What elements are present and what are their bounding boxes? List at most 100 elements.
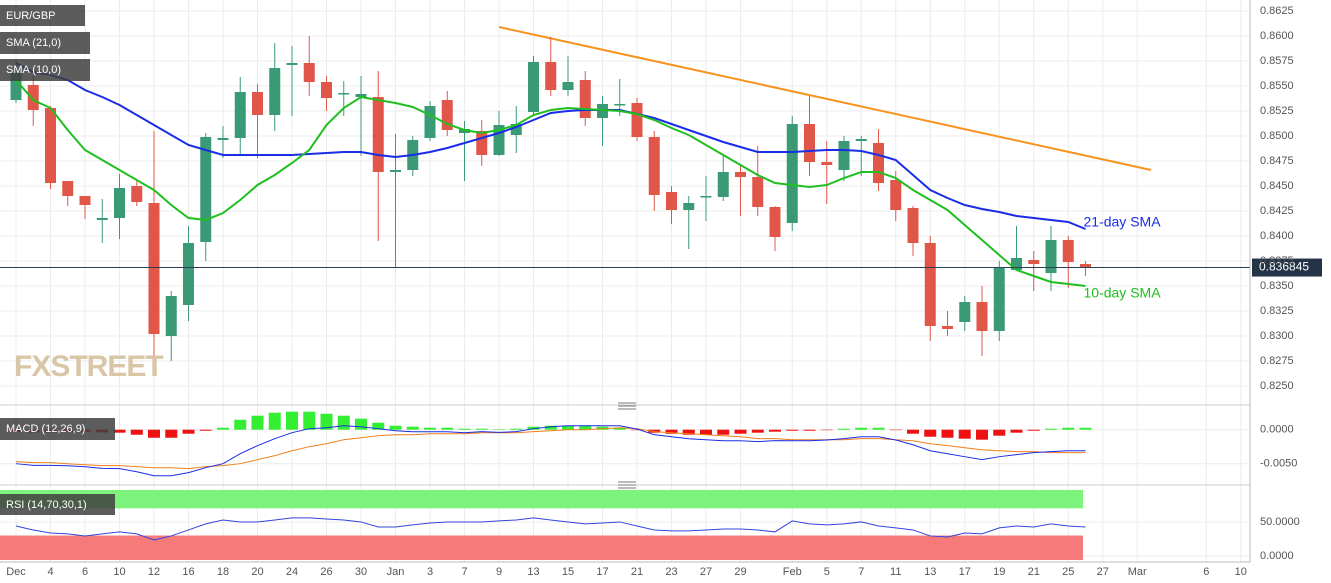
last-price-box [1252,258,1322,277]
y-tick-label: 0.8325 [1260,305,1294,317]
watermark: FXSTREET [14,350,163,383]
candle-body [666,192,677,210]
candle-body [493,125,505,155]
x-tick-label: 25 [1062,566,1074,578]
histogram-bar [907,429,919,434]
histogram-bar [458,428,471,430]
histogram-bar [665,429,678,434]
x-tick-label: 30 [355,566,367,578]
candle-body [96,218,108,220]
candle-body [838,141,850,170]
x-tick-label: 13 [527,566,539,578]
x-tick-label: 27 [700,566,712,578]
candle-body [321,82,332,98]
y-tick-label: 0.8275 [1260,355,1294,367]
y-tick-label: 0.8575 [1260,55,1294,67]
x-tick-label: Jan [387,566,405,578]
y-tick-label: 0.0000 [1260,424,1294,436]
x-tick-label: 12 [148,566,160,578]
histogram-bar [303,411,316,430]
x-tick-label: 6 [1203,566,1209,578]
candle-body [1062,240,1074,262]
y-tick-label: 0.8600 [1260,30,1294,42]
histogram-bar [268,412,281,430]
histogram-bar [855,427,868,430]
rsi-line [15,517,1086,541]
histogram-bar [924,429,937,437]
histogram-bar [406,426,419,430]
grid [0,0,1250,562]
last-price-label: 0.836845 [1259,260,1309,274]
x-tick-label: 3 [427,566,433,578]
candle-body [631,103,643,137]
histogram-bar [682,429,695,435]
x-tick-label: 18 [217,566,229,578]
candle-body [890,180,902,210]
histogram-bar [217,427,229,430]
histogram-bar [199,429,212,431]
histogram-bar [424,427,436,430]
histogram-bar [700,429,712,435]
legend-label: SMA (10,0) [6,64,61,76]
panel-title: RSI (14,70,30,1) [6,499,87,511]
y-tick-label: 0.8475 [1260,155,1294,167]
candle-body [476,131,488,155]
legend-box [0,59,90,81]
candle-body [769,207,781,237]
x-tick-label: 27 [1097,566,1109,578]
chart-title: EUR/GBP [6,10,56,22]
candle-body [735,172,746,177]
histogram-bar [631,429,643,431]
candle-body [579,80,591,118]
y-tick-label: 0.8450 [1260,180,1294,192]
macd-line [15,425,1086,477]
oversold-band [0,535,1083,560]
candle-body [234,92,246,138]
histogram-bar [786,429,799,431]
histogram-bar [838,428,850,430]
histogram-bar [510,428,523,430]
candle-body [545,62,557,90]
histogram-bar [182,429,195,434]
candle-body [683,203,695,210]
candle-body [648,137,660,195]
x-tick-label: Mar [1128,566,1147,578]
candle-body [286,63,298,65]
histogram-bar [993,429,1006,436]
histogram-bar [320,413,333,430]
histogram-bar [717,429,730,435]
histogram-bar [286,411,298,430]
histogram-bar [958,429,971,439]
histogram-bar [820,429,833,431]
annotation: 10-day SMA [1084,285,1162,301]
histogram-bar [613,427,626,430]
candle-body [786,124,798,223]
histogram-bar [493,429,505,430]
annotation: 21-day SMA [1084,214,1162,230]
candle-body [217,138,229,140]
histogram-bar [889,429,902,431]
candle-body [114,188,125,218]
x-tick-label: Feb [783,566,802,578]
histogram-bar [751,429,764,433]
x-tick-label: 10 [1235,566,1247,578]
candle-body [855,139,867,141]
x-tick-label: 10 [113,566,125,578]
candle-body [131,186,143,202]
candle-body [752,177,764,207]
candle-body [441,100,453,130]
x-tick-label: 11 [890,566,901,578]
y-tick-label: 50.0000 [1260,516,1300,528]
y-tick-label: 0.0000 [1260,550,1294,562]
candle-body [907,208,919,243]
candle-body [148,203,160,334]
histogram-bar [1027,429,1040,431]
candle-body [717,172,729,197]
candle-body [183,243,194,305]
y-tick-label: 0.8500 [1260,130,1294,142]
x-tick-label: 29 [734,566,746,578]
candle-body [510,124,522,135]
x-tick-label: 19 [993,566,1005,578]
